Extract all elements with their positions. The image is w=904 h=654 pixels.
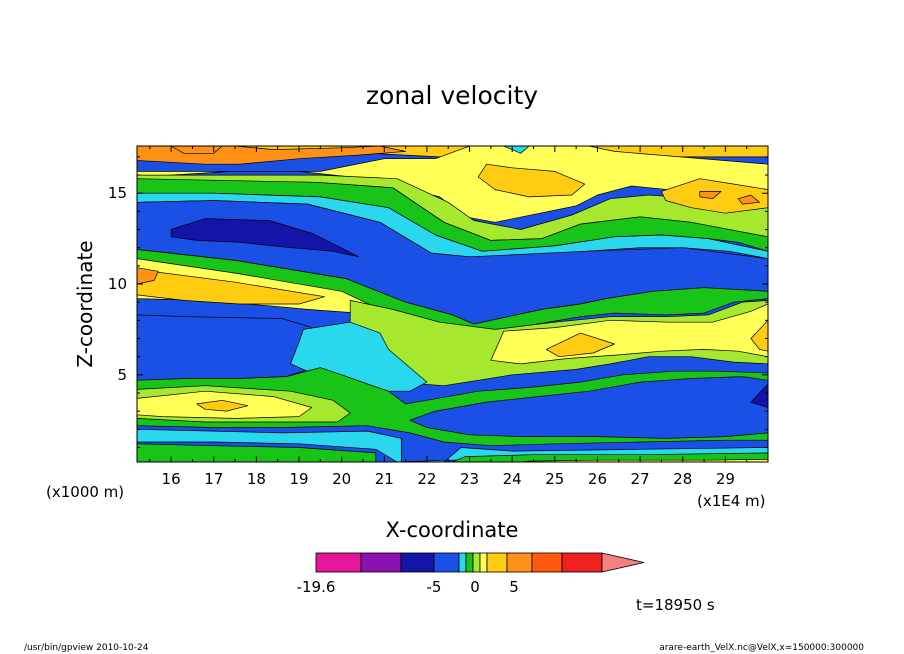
x-tick-label: 24	[503, 470, 522, 488]
y-axis-label: Z-coordinate	[73, 240, 97, 367]
contour-band-19	[196, 399, 249, 412]
y-tick-label: 10	[108, 275, 127, 293]
colorbar-swatch	[531, 552, 563, 573]
colorbar-arrow	[601, 552, 645, 573]
colorbar-labels: -19.6 -5 0 5	[297, 578, 519, 596]
x-tick-label: 27	[631, 470, 650, 488]
colorbar-swatch	[433, 552, 460, 573]
contour-band-9	[137, 269, 325, 305]
colorbar-swatch	[465, 552, 474, 573]
x-tick-label: 16	[162, 470, 181, 488]
plot-area	[136, 145, 769, 463]
contour-band-23	[137, 443, 377, 462]
x-tick-label: 21	[375, 470, 394, 488]
x-tick-label: 19	[289, 470, 308, 488]
x-tick-label: 20	[332, 470, 351, 488]
chart-title: zonal velocity	[366, 81, 538, 110]
x-tick-label: 25	[545, 470, 564, 488]
colorbar-label: 0	[470, 578, 480, 596]
colorbar-swatch	[486, 552, 508, 573]
x-tick-label: 18	[247, 470, 266, 488]
x-tick-label: 23	[460, 470, 479, 488]
contour-band-30	[699, 191, 722, 200]
colorbar-swatch	[561, 552, 603, 573]
x-unit-note: (x1E4 m)	[697, 492, 766, 510]
contour-band-29	[137, 267, 159, 285]
contour-band-12	[545, 332, 615, 358]
x-tick-label: 26	[588, 470, 607, 488]
contour-band-21	[750, 383, 768, 408]
contour-band-31	[737, 194, 760, 205]
colorbar	[315, 552, 645, 573]
contour-band-32	[170, 146, 223, 154]
colorbar-swatch	[315, 552, 362, 573]
x-tick-label: 17	[204, 470, 223, 488]
y-unit-note: (x1000 m)	[46, 483, 124, 501]
colorbar-swatch	[479, 552, 488, 573]
contour-band-1	[137, 146, 768, 223]
contour-band-22	[137, 428, 768, 462]
time-label: t=18950 s	[636, 596, 715, 614]
x-axis-ticks: 16 17 18 19 20 21 22 23 24 25 26 27 28 29	[149, 146, 748, 488]
x-axis-label: X-coordinate	[386, 518, 519, 542]
y-tick-label: 5	[117, 366, 127, 384]
colorbar-swatch	[506, 552, 533, 573]
x-tick-label: 29	[716, 470, 735, 488]
x-tick-label: 22	[417, 470, 436, 488]
plot-frame	[136, 145, 769, 463]
colorbar-label: -19.6	[297, 578, 336, 596]
y-axis-ticks: 5 10 15	[108, 156, 768, 448]
contour-band-26	[477, 163, 586, 198]
contour-band-6	[170, 218, 360, 258]
program-footer: /usr/bin/gpview 2010-10-24	[24, 643, 149, 653]
colorbar-swatch	[400, 552, 435, 573]
contour-band-20	[409, 376, 768, 439]
colorbar-swatch	[472, 552, 481, 573]
y-tick-label: 15	[108, 184, 127, 202]
colorbar-label: 5	[509, 578, 519, 596]
colorbar-label: -5	[427, 578, 442, 596]
x-tick-label: 28	[673, 470, 692, 488]
source-footer: arare-earth_VelX.nc@VelX,x=150000:300000	[659, 643, 864, 653]
contour-band-13	[750, 319, 768, 352]
colorbar-swatch	[360, 552, 402, 573]
colorbar-swatch	[458, 552, 467, 573]
contour-band-24	[452, 452, 768, 462]
contour-band-15	[290, 321, 428, 392]
